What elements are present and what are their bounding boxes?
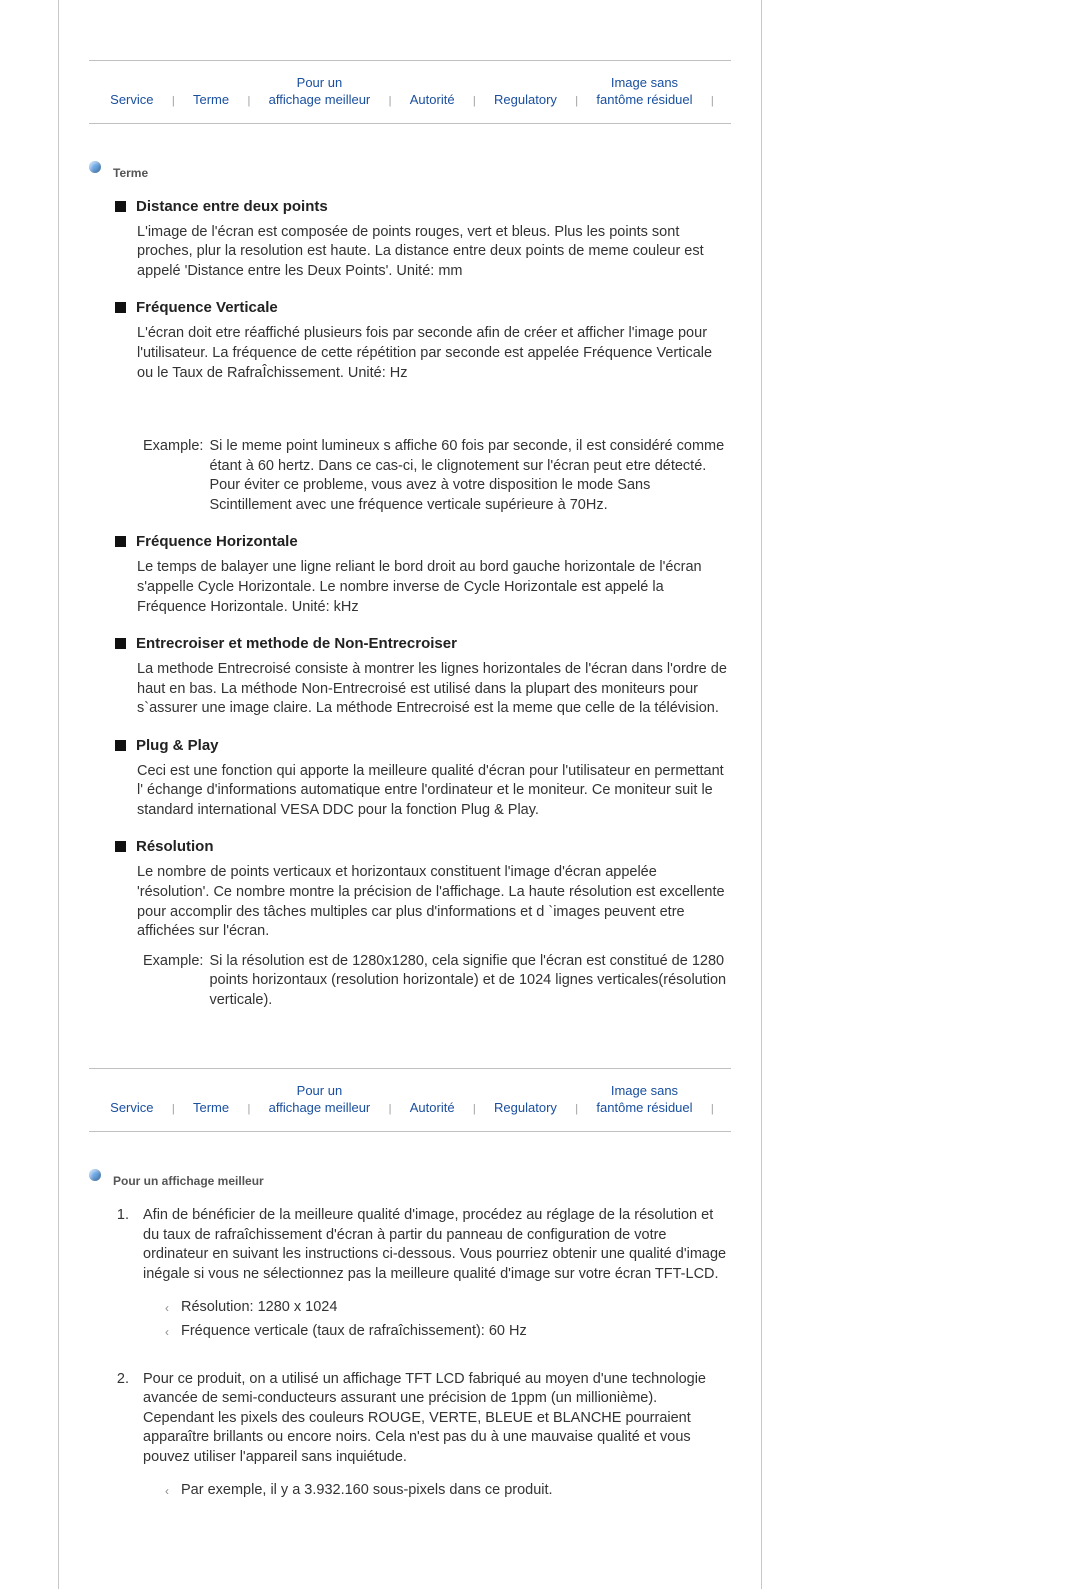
nav-link-service[interactable]: Service: [106, 1100, 157, 1117]
def-body: Le nombre de points verticaux et horizon…: [137, 863, 731, 941]
square-icon: [115, 302, 126, 313]
nav-link-autorite[interactable]: Autorité: [406, 92, 459, 109]
bullet-icon: [89, 161, 101, 173]
square-icon: [115, 638, 126, 649]
definitions-list: Distance entre deux points L'image de l'…: [89, 198, 731, 1011]
def-title: Fréquence Horizontale: [136, 533, 298, 550]
square-icon: [115, 201, 126, 212]
list-item-1: Afin de bénéficier de la meilleure quali…: [133, 1206, 731, 1341]
nav-link-regulatory[interactable]: Regulatory: [490, 92, 561, 109]
def-distance: Distance entre deux points L'image de l'…: [115, 198, 731, 282]
nav-sep: |: [172, 1103, 175, 1117]
nav-sep: |: [575, 1103, 578, 1117]
def-entrecroiser: Entrecroiser et methode de Non-Entrecroi…: [115, 635, 731, 719]
example-block: Example: Si le meme point lumineux s aff…: [143, 437, 731, 515]
nav-link-affichage[interactable]: Pour un affichage meilleur: [265, 1083, 375, 1117]
nav-link-service[interactable]: Service: [106, 92, 157, 109]
nav-link-imagesans[interactable]: Image sans fantôme résiduel: [592, 1083, 696, 1117]
list-body: Pour ce produit, on a utilisé un afficha…: [143, 1371, 706, 1465]
def-title: Résolution: [136, 838, 214, 855]
example-body: Si la résolution est de 1280x1280, cela …: [209, 952, 731, 1011]
list-item-2: Pour ce produit, on a utilisé un afficha…: [133, 1370, 731, 1501]
nav-link-autorite[interactable]: Autorité: [406, 1100, 459, 1117]
nav-sep: |: [389, 1103, 392, 1117]
def-title: Entrecroiser et methode de Non-Entrecroi…: [136, 635, 457, 652]
nav-sep: |: [473, 1103, 476, 1117]
nav-top: Service | Terme | Pour un affichage meil…: [89, 60, 731, 124]
sub-item: Par exemple, il y a 3.932.160 sous-pixel…: [165, 1481, 731, 1501]
def-body: La methode Entrecroisé consiste à montre…: [137, 660, 731, 719]
nav-sep: |: [711, 1103, 714, 1117]
def-title: Fréquence Verticale: [136, 299, 278, 316]
square-icon: [115, 841, 126, 852]
nav-sep: |: [247, 95, 250, 109]
document-page: Service | Terme | Pour un affichage meil…: [58, 0, 762, 1589]
sub-list: Par exemple, il y a 3.932.160 sous-pixel…: [165, 1481, 731, 1501]
nav-link-regulatory[interactable]: Regulatory: [490, 1100, 561, 1117]
example-body: Si le meme point lumineux s affiche 60 f…: [209, 437, 731, 515]
example-block: Example: Si la résolution est de 1280x12…: [143, 952, 731, 1011]
nav-sep: |: [172, 95, 175, 109]
square-icon: [115, 740, 126, 751]
section-title: Pour un affichage meilleur: [113, 1162, 264, 1188]
section-title: Terme: [113, 154, 148, 180]
nav-link-imagesans[interactable]: Image sans fantôme résiduel: [592, 75, 696, 109]
nav-sep: |: [473, 95, 476, 109]
section-header-affichage: Pour un affichage meilleur: [89, 1162, 731, 1188]
sub-item: Résolution: 1280 x 1024: [165, 1298, 731, 1318]
nav-link-terme[interactable]: Terme: [189, 92, 233, 109]
def-title: Plug & Play: [136, 737, 219, 754]
def-freq-verticale: Fréquence Verticale L'écran doit etre ré…: [115, 299, 731, 515]
list-body: Afin de bénéficier de la meilleure quali…: [143, 1207, 726, 1282]
nav-sep: |: [575, 95, 578, 109]
nav-sep: |: [711, 95, 714, 109]
numbered-list: Afin de bénéficier de la meilleure quali…: [115, 1206, 731, 1501]
def-title: Distance entre deux points: [136, 198, 328, 215]
def-plug-play: Plug & Play Ceci est une fonction qui ap…: [115, 737, 731, 821]
nav-link-affichage[interactable]: Pour un affichage meilleur: [265, 75, 375, 109]
def-body: L'image de l'écran est composée de point…: [137, 223, 731, 282]
nav-link-terme[interactable]: Terme: [189, 1100, 233, 1117]
nav-sep: |: [389, 95, 392, 109]
sub-list: Résolution: 1280 x 1024 Fréquence vertic…: [165, 1298, 731, 1341]
nav-sep: |: [247, 1103, 250, 1117]
section-header-terme: Terme: [89, 154, 731, 180]
bullet-icon: [89, 1169, 101, 1181]
example-label: Example:: [143, 437, 203, 515]
sub-item: Fréquence verticale (taux de rafraîchiss…: [165, 1322, 731, 1342]
def-freq-horizontale: Fréquence Horizontale Le temps de balaye…: [115, 533, 731, 617]
nav-bottom: Service | Terme | Pour un affichage meil…: [89, 1068, 731, 1132]
def-resolution: Résolution Le nombre de points verticaux…: [115, 838, 731, 1010]
example-label: Example:: [143, 952, 203, 1011]
def-body: Ceci est une fonction qui apporte la mei…: [137, 762, 731, 821]
def-body: Le temps de balayer une ligne reliant le…: [137, 558, 731, 617]
def-body: L'écran doit etre réaffiché plusieurs fo…: [137, 324, 731, 383]
square-icon: [115, 536, 126, 547]
